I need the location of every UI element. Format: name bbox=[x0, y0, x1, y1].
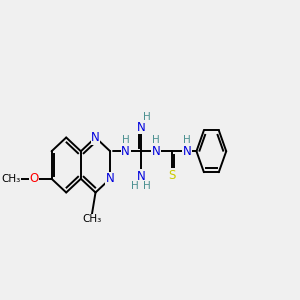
Text: O: O bbox=[29, 172, 38, 185]
Text: N: N bbox=[91, 131, 100, 144]
Text: N: N bbox=[106, 172, 115, 185]
Text: H: H bbox=[183, 135, 191, 145]
Text: H: H bbox=[152, 135, 160, 145]
Text: H: H bbox=[131, 181, 139, 191]
Text: N: N bbox=[136, 121, 145, 134]
Text: H: H bbox=[143, 181, 151, 191]
Text: S: S bbox=[168, 169, 176, 182]
Text: N: N bbox=[183, 145, 191, 158]
Text: N: N bbox=[152, 145, 161, 158]
Text: CH₃: CH₃ bbox=[1, 174, 21, 184]
Text: H: H bbox=[122, 135, 129, 145]
Text: CH₃: CH₃ bbox=[82, 214, 101, 224]
Text: N: N bbox=[121, 145, 130, 158]
Text: H: H bbox=[142, 112, 150, 122]
Text: N: N bbox=[136, 170, 145, 183]
